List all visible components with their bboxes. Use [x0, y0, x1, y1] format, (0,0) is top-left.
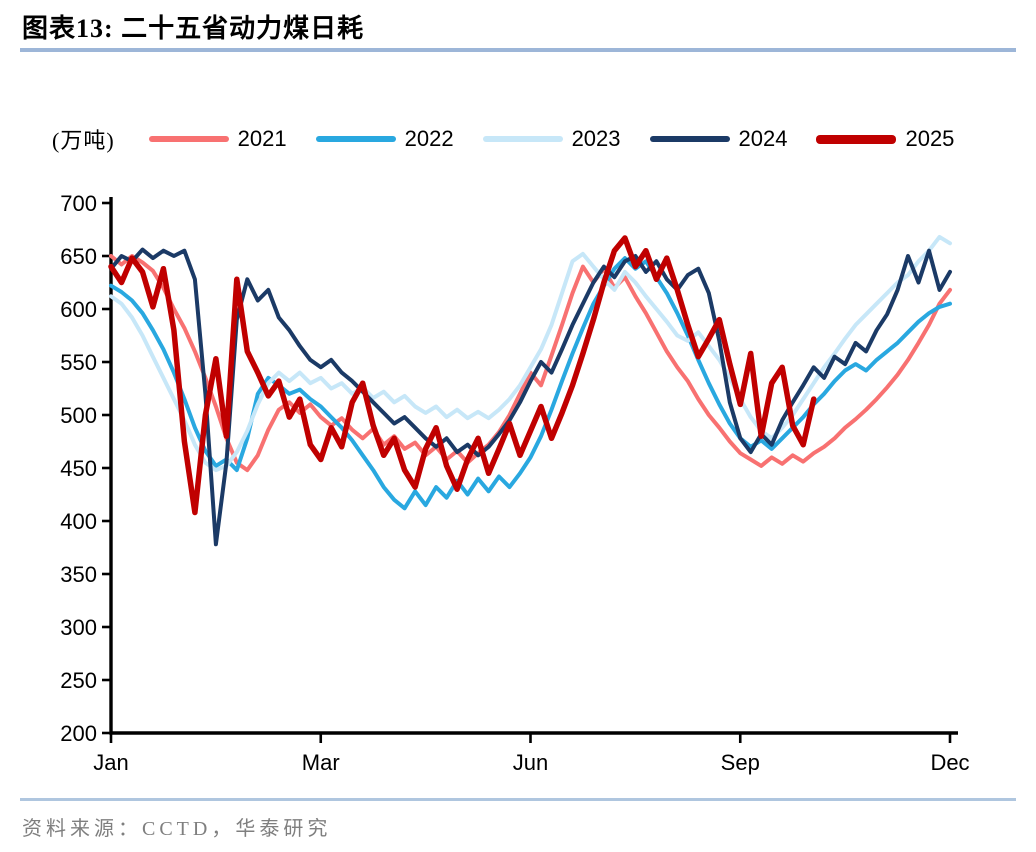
y-tick-label-250: 250 — [60, 668, 97, 693]
legend-label-2022: 2022 — [404, 126, 454, 151]
legend-label-2023: 2023 — [571, 126, 621, 151]
legend-label-2024: 2024 — [738, 126, 788, 151]
legend-swatch-2025 — [816, 134, 897, 144]
title-divider — [20, 48, 1016, 52]
unit-label: (万吨) — [52, 128, 115, 153]
legend-row: (万吨) 2021 2022 2023 2024 2025 — [0, 124, 1036, 154]
y-tick-label-700: 700 — [60, 191, 97, 216]
series-line-2021 — [109, 254, 952, 473]
legend-swatch-2024 — [649, 136, 730, 142]
x-tick-label-Sep: Sep — [721, 750, 760, 775]
legend-swatch-2021 — [148, 136, 229, 142]
legend-item-2022: 2022 — [315, 126, 454, 152]
chart-canvas: 200 250 300 350 400 450 500 550 600 650 700 Jan Mar J… — [60, 191, 969, 775]
y-tick-label-550: 550 — [60, 350, 97, 375]
legend-item-2021: 2021 — [148, 126, 287, 152]
x-tick-label-Jan: Jan — [93, 750, 128, 775]
x-tick-label-Dec: Dec — [930, 750, 969, 775]
y-tick-label-400: 400 — [60, 509, 97, 534]
x-tick-label-Mar: Mar — [302, 750, 340, 775]
legend-label-2025: 2025 — [905, 126, 955, 151]
legend-label-2021: 2021 — [237, 126, 287, 151]
series-line-2025 — [108, 235, 817, 516]
y-tick-label-200: 200 — [60, 721, 97, 746]
series-line-2024 — [109, 247, 952, 547]
chart-legend: 2021 2022 2023 2024 2025 — [148, 126, 984, 152]
y-tick-label-300: 300 — [60, 615, 97, 640]
legend-item-2023: 2023 — [482, 126, 621, 152]
footer-divider — [20, 798, 1016, 801]
y-tick-label-650: 650 — [60, 244, 97, 269]
x-tick-label-Jun: Jun — [513, 750, 548, 775]
legend-item-2025: 2025 — [816, 126, 954, 152]
source-note: 资料来源：CCTD，华泰研究 — [22, 818, 332, 840]
legend-swatch-2022 — [315, 136, 396, 142]
y-tick-label-450: 450 — [60, 456, 97, 481]
series-line-2023 — [109, 234, 952, 473]
legend-item-2024: 2024 — [649, 126, 788, 152]
y-tick-label-600: 600 — [60, 297, 97, 322]
page-title: 图表13: 二十五省动力煤日耗 — [22, 14, 365, 43]
legend-swatch-2023 — [482, 136, 563, 142]
y-tick-label-500: 500 — [60, 403, 97, 428]
y-tick-label-350: 350 — [60, 562, 97, 587]
